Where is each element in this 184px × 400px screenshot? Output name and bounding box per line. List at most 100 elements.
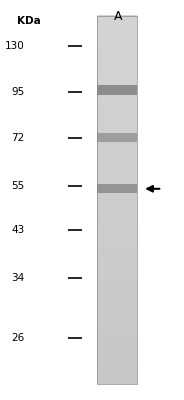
Bar (97, 213, 137, 218)
Bar (97, 138, 137, 139)
Bar (97, 80, 137, 85)
Bar (97, 231, 137, 237)
Bar (97, 241, 137, 246)
Bar (97, 103, 137, 108)
Bar (97, 140, 137, 141)
Bar (97, 94, 137, 99)
Bar (97, 222, 137, 228)
Bar (97, 134, 137, 135)
Bar (97, 378, 137, 384)
Bar (97, 184, 137, 185)
Bar (97, 139, 137, 140)
Text: 130: 130 (5, 41, 24, 51)
Text: A: A (114, 10, 122, 23)
Bar (97, 191, 137, 192)
Bar (97, 126, 137, 131)
Bar (97, 141, 137, 142)
Bar (97, 86, 137, 87)
Bar (97, 204, 137, 209)
Bar (97, 181, 137, 186)
Bar (97, 346, 137, 352)
Bar (97, 135, 137, 140)
Bar (97, 250, 137, 255)
Bar (97, 57, 137, 62)
Bar (97, 48, 137, 53)
Bar (97, 268, 137, 274)
Bar (97, 337, 137, 342)
Bar (97, 20, 137, 25)
Bar (97, 70, 137, 76)
Bar (97, 300, 137, 306)
Bar (97, 138, 137, 139)
Bar (97, 93, 137, 94)
Bar (97, 90, 137, 91)
Bar (97, 149, 137, 154)
Bar (97, 186, 137, 191)
Bar (97, 286, 137, 292)
Bar (97, 75, 137, 80)
Bar (97, 141, 137, 142)
Bar (97, 185, 137, 186)
Text: 55: 55 (11, 181, 24, 191)
Bar (97, 84, 137, 90)
Bar (97, 121, 137, 126)
Bar (97, 323, 137, 329)
Bar (97, 135, 137, 136)
Bar (97, 85, 137, 86)
Bar (97, 29, 137, 34)
Bar (97, 185, 137, 186)
Bar (97, 89, 137, 90)
Bar (97, 88, 137, 89)
Bar (97, 342, 137, 347)
Bar (97, 328, 137, 333)
Text: 34: 34 (11, 273, 24, 283)
Bar (97, 187, 137, 188)
Bar (97, 91, 137, 92)
Bar (97, 15, 137, 20)
Bar (97, 87, 137, 88)
Bar (97, 192, 137, 193)
Bar (97, 245, 137, 250)
Bar (97, 66, 137, 71)
Bar (97, 136, 137, 137)
Bar (97, 139, 137, 140)
Bar (97, 189, 137, 190)
Bar (97, 227, 137, 232)
Text: 95: 95 (11, 87, 24, 97)
Bar (97, 61, 137, 66)
Bar (97, 264, 137, 269)
Text: 43: 43 (11, 225, 24, 235)
Bar (97, 92, 137, 93)
Bar (97, 135, 137, 136)
Bar (97, 254, 137, 260)
Bar (97, 137, 137, 138)
Bar (97, 305, 137, 310)
Bar (97, 172, 137, 177)
Bar (97, 291, 137, 297)
Bar (97, 187, 137, 188)
Bar (97, 86, 137, 88)
Bar (97, 88, 137, 90)
Bar (97, 24, 137, 30)
Bar (97, 365, 137, 370)
Bar (97, 333, 137, 338)
Bar (97, 52, 137, 58)
Bar (97, 208, 137, 214)
Bar (97, 314, 137, 320)
Bar (97, 139, 137, 145)
Bar (97, 136, 137, 137)
Bar (97, 273, 137, 278)
Bar (97, 144, 137, 150)
Bar (97, 158, 137, 163)
Bar (97, 137, 137, 138)
Bar (97, 259, 137, 264)
Bar (97, 188, 137, 189)
Bar (97, 192, 137, 193)
Bar (97, 351, 137, 356)
Bar (97, 116, 137, 122)
Bar (97, 190, 137, 192)
Bar (97, 356, 137, 361)
Bar (97, 310, 137, 315)
Bar (97, 296, 137, 301)
Bar (97, 190, 137, 191)
